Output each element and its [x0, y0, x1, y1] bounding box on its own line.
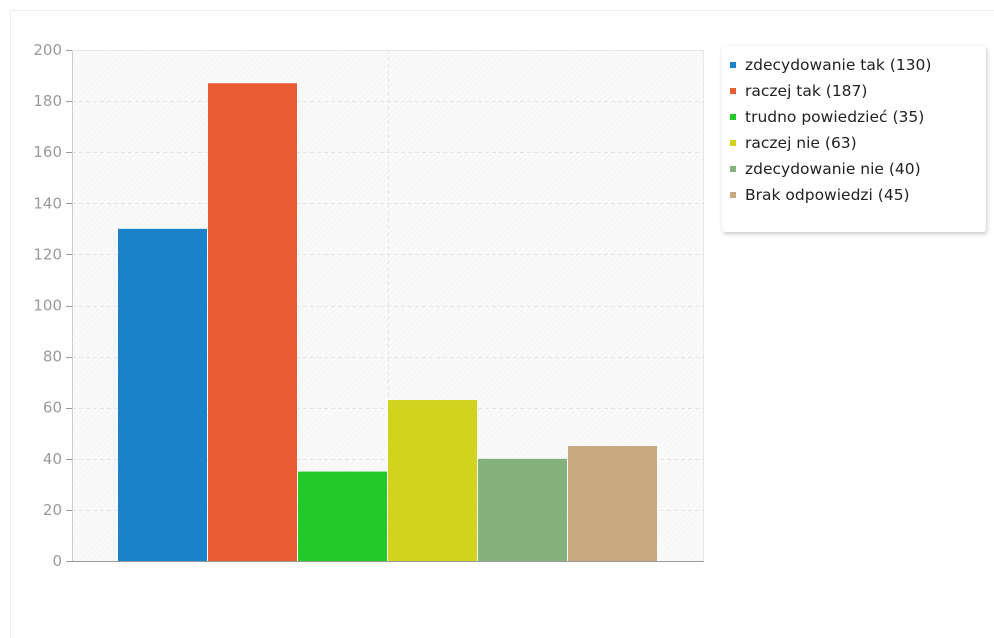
legend-item[interactable]: trudno powiedzieć (35) [730, 104, 986, 130]
bar-6[interactable] [568, 446, 657, 561]
y-tick-label: 60 [43, 399, 62, 417]
y-tick-label: 160 [33, 143, 62, 161]
legend: zdecydowanie tak (130) raczej tak (187) tr… [722, 46, 986, 232]
y-tick-label: 140 [33, 194, 62, 212]
legend-label: zdecydowanie tak (130) [745, 56, 932, 74]
y-tick-label: 100 [33, 297, 62, 315]
y-tick-label: 40 [43, 450, 62, 468]
legend-item[interactable]: raczej tak (187) [730, 78, 986, 104]
y-tick-label: 20 [43, 501, 62, 519]
legend-swatch [730, 192, 736, 198]
legend-item[interactable]: Brak odpowiedzi (45) [730, 182, 986, 208]
legend-label: trudno powiedzieć (35) [745, 108, 925, 126]
legend-item[interactable]: zdecydowanie tak (130) [730, 52, 986, 78]
legend-label: raczej tak (187) [745, 82, 868, 100]
legend-swatch [730, 62, 736, 68]
legend-item[interactable]: zdecydowanie nie (40) [730, 156, 986, 182]
y-tick-label: 200 [33, 41, 62, 59]
legend-label: raczej nie (63) [745, 134, 857, 152]
y-tick-label: 120 [33, 245, 62, 263]
y-tick-labels: 0 20 40 60 80 100 120 140 160 180 200 [33, 41, 62, 570]
legend-label: zdecydowanie nie (40) [745, 160, 921, 178]
bar-3[interactable] [298, 471, 387, 561]
y-tick-label: 80 [43, 348, 62, 366]
legend-swatch [730, 140, 736, 146]
legend-swatch [730, 166, 736, 172]
bar-2[interactable] [208, 83, 297, 561]
y-tick-label: 0 [52, 552, 62, 570]
legend-swatch [730, 88, 736, 94]
bars [118, 83, 657, 561]
bar-5[interactable] [478, 458, 567, 561]
legend-item[interactable]: raczej nie (63) [730, 130, 986, 156]
legend-label: Brak odpowiedzi (45) [745, 186, 910, 204]
legend-swatch [730, 114, 736, 120]
y-tick-label: 180 [33, 92, 62, 110]
bar-1[interactable] [118, 228, 207, 561]
bar-4[interactable] [388, 400, 477, 561]
axes [66, 50, 704, 562]
